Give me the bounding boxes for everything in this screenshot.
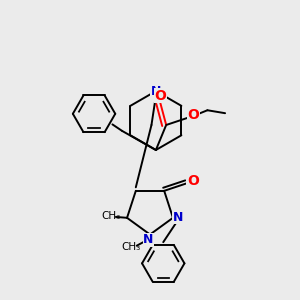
Text: N: N <box>151 85 161 98</box>
Text: CH₃: CH₃ <box>121 242 140 252</box>
Text: N: N <box>173 211 184 224</box>
Text: O: O <box>187 174 199 188</box>
Text: CH₃: CH₃ <box>101 211 121 221</box>
Text: O: O <box>188 108 200 122</box>
Text: N: N <box>143 233 154 246</box>
Text: O: O <box>154 88 166 103</box>
